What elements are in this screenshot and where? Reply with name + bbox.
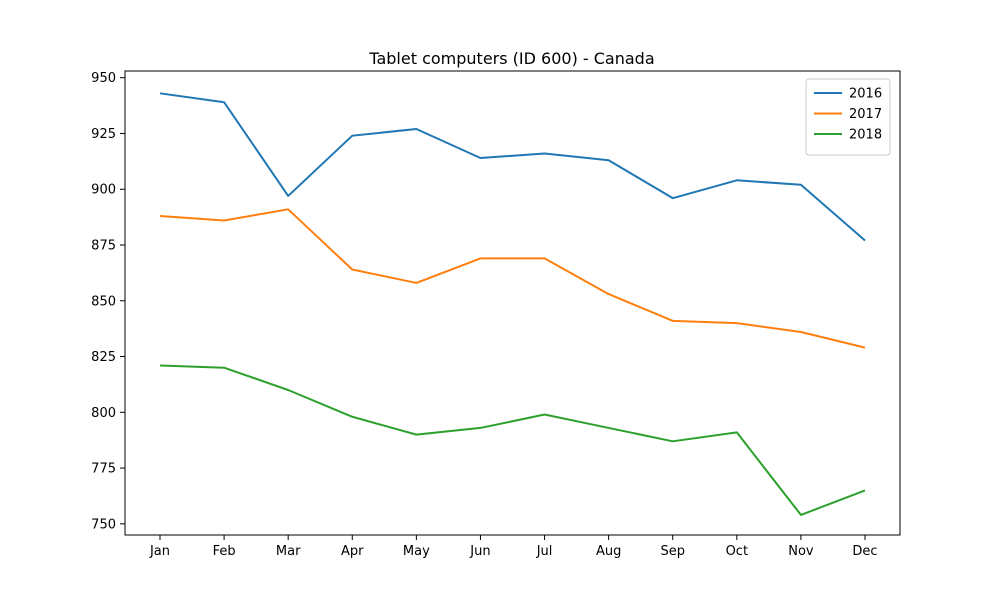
x-tick-label-may: May [403,544,430,559]
x-tick-label-apr: Apr [341,544,364,559]
legend-label-2017: 2017 [849,107,882,122]
legend: 2016 2017 2018 [805,78,891,156]
x-tick-label-feb: Feb [213,544,236,559]
x-tick-label-mar: Mar [276,544,301,559]
y-tick-label-850: 850 [91,294,116,309]
y-tick-label-800: 800 [91,406,116,421]
y-tick-label-950: 950 [91,71,116,86]
x-tick-label-jan: Jan [149,544,170,559]
y-axis: 750 775 800 825 850 875 900 925 950 [91,71,125,532]
x-tick-label-dec: Dec [852,544,877,559]
y-tick-label-750: 750 [91,517,116,532]
plot-frame [124,70,901,536]
x-axis: Jan Feb Mar Apr May Jun Jul Aug Sep Oct Nov Dec [149,535,878,559]
y-tick-label-775: 775 [91,462,116,477]
series-line-2018 [159,364,866,516]
x-tick-label-aug: Aug [596,544,621,559]
legend-box [805,78,891,156]
chart-title: Tablet computers (ID 600) - Canada [368,49,654,68]
y-tick-label-900: 900 [91,183,116,198]
x-tick-label-jul: Jul [536,544,553,559]
x-tick-label-nov: Nov [788,544,814,559]
y-tick-label-875: 875 [91,239,116,254]
x-tick-label-oct: Oct [726,544,748,559]
y-tick-label-825: 825 [91,350,116,365]
series-line-2016 [159,92,866,242]
legend-label-2016: 2016 [849,87,882,102]
series-group [159,92,866,516]
x-tick-label-sep: Sep [660,544,685,559]
series-line-2017 [159,208,866,349]
x-tick-label-jun: Jun [469,544,490,559]
y-tick-label-925: 925 [91,127,116,142]
legend-label-2018: 2018 [849,128,882,143]
